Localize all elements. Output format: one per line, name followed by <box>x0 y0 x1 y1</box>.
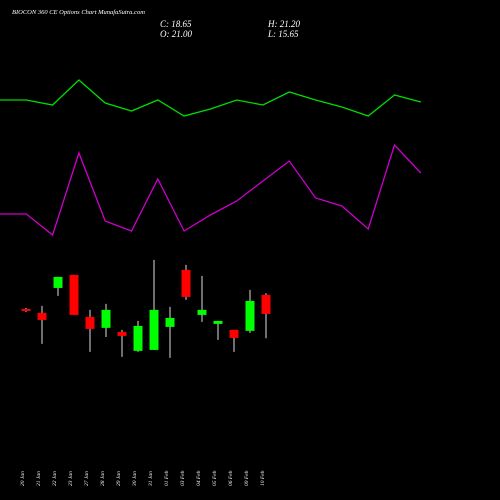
high-label: H: 21.20 <box>267 19 300 29</box>
x-tick-label: 21 Jan <box>36 471 42 486</box>
indicator-line <box>0 143 422 237</box>
candle-body <box>181 269 191 297</box>
candle-body <box>245 300 255 331</box>
low-label: L: 15.65 <box>267 29 299 39</box>
candle-body <box>117 331 127 336</box>
candle-body <box>197 309 207 315</box>
x-tick-label: 31 Jan <box>148 471 154 487</box>
x-tick-label: 22 Jan <box>52 471 58 486</box>
x-tick-label: 04 Feb <box>195 470 202 486</box>
candle-body <box>165 317 175 327</box>
x-tick-label: 23 Jan <box>68 471 74 486</box>
candle-body <box>53 276 63 288</box>
x-tick-label: 03 Feb <box>180 470 186 486</box>
candle-body <box>149 309 159 350</box>
open-label: O: 21.00 <box>160 29 192 39</box>
x-tick-label: 20 Jan <box>20 471 26 486</box>
x-tick-label: 30 Jan <box>132 471 138 487</box>
candle-body <box>21 308 31 311</box>
x-tick-label: 29 Jan <box>116 471 122 486</box>
candle-body <box>229 329 239 338</box>
x-tick-label: 28 Jan <box>100 471 106 486</box>
indicator-line <box>0 79 421 117</box>
candle-body <box>261 294 271 314</box>
candle-body <box>101 309 111 328</box>
x-tick-label: 09 Feb <box>244 470 250 486</box>
x-tick-label: 27 Jan <box>84 471 90 486</box>
x-tick-label: 05 Feb <box>212 470 218 486</box>
candle-body <box>69 274 79 315</box>
x-tick-label: 06 Feb <box>228 470 234 486</box>
x-tick-label: 01 Feb <box>164 470 170 486</box>
close-label: C: 18.65 <box>160 19 192 29</box>
candle-body <box>85 316 95 329</box>
candle-body <box>37 312 47 320</box>
x-tick-label: 10 Feb <box>260 470 266 486</box>
candle-body <box>213 320 223 324</box>
chart-title: BIOCON 360 CE Options Chart MunafaSutra.… <box>12 9 145 16</box>
candle-body <box>133 325 143 351</box>
